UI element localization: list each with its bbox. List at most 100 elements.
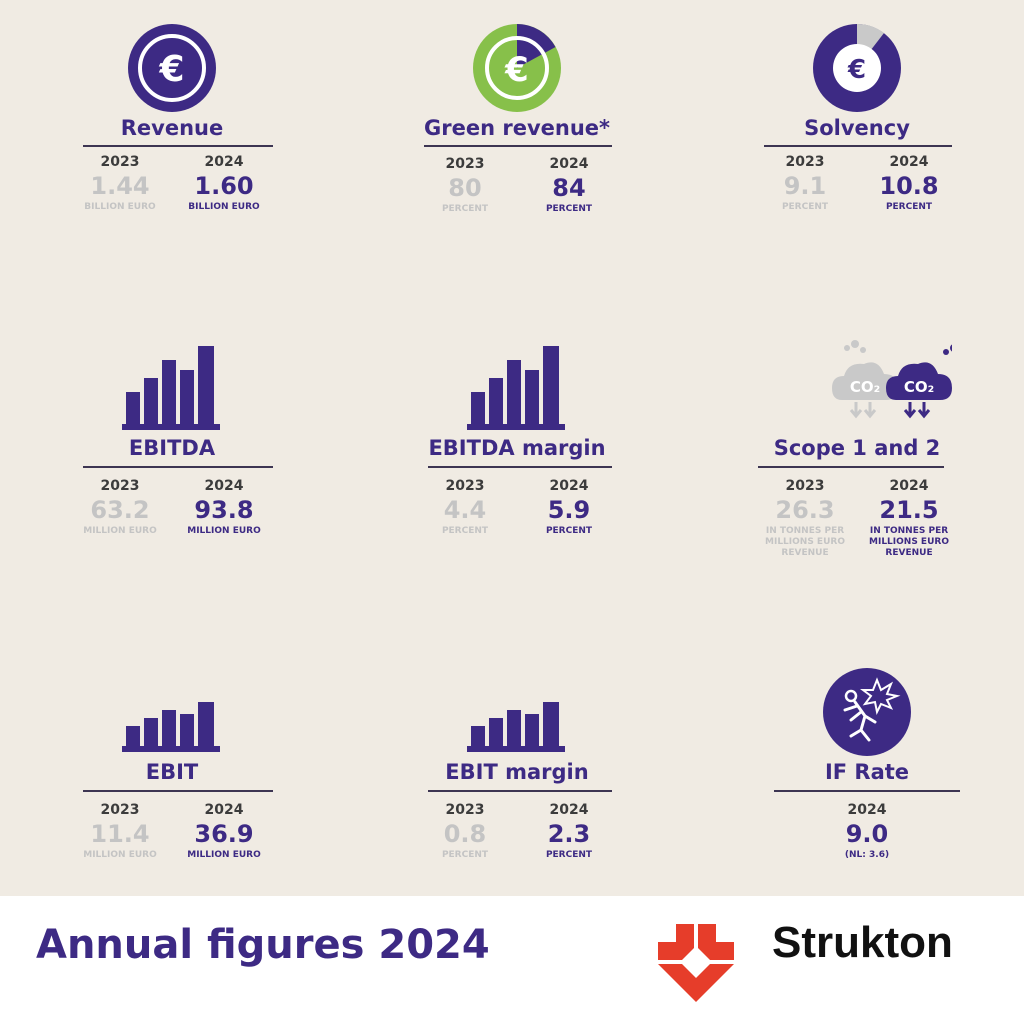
- co2-cloud-2023-icon: CO₂: [832, 340, 898, 419]
- svg-text:€: €: [504, 50, 529, 90]
- divider: [83, 145, 273, 147]
- unit-2023: PERCENT: [441, 850, 489, 860]
- value-2023: 9.1: [783, 172, 827, 200]
- year-label: 2023: [785, 154, 825, 170]
- column-2023: 2023 1.44 BILLION EURO: [68, 154, 172, 213]
- unit-2024: PERCENT: [885, 202, 933, 212]
- page-title: Annual figures 2024: [36, 922, 490, 968]
- divider: [83, 790, 273, 792]
- value-2024: 10.8: [879, 172, 939, 200]
- bar-chart-icon: [122, 702, 220, 752]
- metric-title: EBITDA margin: [428, 436, 606, 460]
- column-2023: 2023 0.8 PERCENT: [413, 802, 517, 861]
- bar-chart-icon: [122, 346, 220, 430]
- co2-cloud-2024-icon: CO₂: [886, 344, 952, 419]
- column-2024: 2024 10.8 PERCENT: [857, 154, 961, 213]
- year-label: 2024: [549, 802, 589, 818]
- value-2023: 11.4: [90, 820, 150, 848]
- value-2024: 9.0: [845, 820, 889, 848]
- co2-cloud-icon: CO₂ CO₂: [832, 340, 952, 419]
- unit-2024: IN TONNES PER MILLIONS EURO REVENUE: [869, 526, 949, 558]
- metric-ebit-margin: EBIT margin 2023 0.8 PERCENT 2024 2.3 PE…: [352, 700, 682, 960]
- metric-title: Revenue: [120, 116, 224, 140]
- injury-icon: [823, 668, 911, 756]
- metric-title: Green revenue*: [424, 116, 610, 140]
- value-2023: 4.4: [443, 496, 487, 524]
- value-2024: 84: [552, 174, 586, 202]
- values-row: 2023 26.3 IN TONNES PER MILLIONS EURO RE…: [692, 478, 1022, 559]
- metric-revenue: € Revenue 2023 1.44 BILLION EURO 2024 1.…: [7, 20, 337, 280]
- column-2024: 2024 21.5 IN TONNES PER MILLIONS EURO RE…: [857, 478, 961, 559]
- unit-2024: PERCENT: [545, 850, 593, 860]
- svg-text:CO₂: CO₂: [904, 378, 934, 396]
- year-label: 2024: [889, 478, 929, 494]
- metric-ebitda-margin: EBITDA margin 2023 4.4 PERCENT 2024 5.9 …: [352, 344, 682, 604]
- metric-title: Solvency: [804, 116, 910, 140]
- year-label: 2023: [445, 478, 485, 494]
- unit-2024: MILLION EURO: [187, 526, 261, 536]
- bar-chart-icon: [467, 346, 565, 430]
- unit-2023: PERCENT: [441, 526, 489, 536]
- year-label: 2024: [847, 802, 887, 818]
- value-2024: 21.5: [879, 496, 939, 524]
- year-label: 2023: [100, 802, 140, 818]
- column-2024: 2024 2.3 PERCENT: [517, 802, 621, 861]
- column-2024: 2024 93.8 MILLION EURO: [172, 478, 276, 537]
- bar-chart-icon: [467, 702, 565, 752]
- column-2024: 2024 9.0 (NL: 3.6): [815, 802, 919, 861]
- values-row: 2023 0.8 PERCENT 2024 2.3 PERCENT: [352, 802, 682, 861]
- year-label: 2024: [549, 478, 589, 494]
- divider: [758, 466, 944, 468]
- value-2023: 80: [448, 174, 482, 202]
- column-2023: 2023 11.4 MILLION EURO: [68, 802, 172, 861]
- year-label: 2024: [889, 154, 929, 170]
- values-row: 2023 1.44 BILLION EURO 2024 1.60 BILLION…: [7, 154, 337, 213]
- unit-2024: MILLION EURO: [187, 850, 261, 860]
- svg-text:CO₂: CO₂: [850, 378, 880, 396]
- unit-2024: BILLION EURO: [188, 202, 260, 212]
- unit-2023: PERCENT: [781, 202, 829, 212]
- divider: [774, 790, 960, 792]
- year-label: 2024: [204, 802, 244, 818]
- values-row: 2023 4.4 PERCENT 2024 5.9 PERCENT: [352, 478, 682, 537]
- euro-green-icon: €: [473, 24, 561, 112]
- value-2024: 2.3: [547, 820, 591, 848]
- figures-panel: € Revenue 2023 1.44 BILLION EURO 2024 1.…: [0, 0, 1024, 896]
- value-2024: 5.9: [547, 496, 591, 524]
- metric-title: EBIT: [145, 760, 199, 784]
- column-2023: 2023 9.1 PERCENT: [753, 154, 857, 213]
- year-label: 2023: [785, 478, 825, 494]
- metric-ebit: EBIT 2023 11.4 MILLION EURO 2024 36.9 MI…: [7, 700, 337, 960]
- unit-2024: PERCENT: [545, 526, 593, 536]
- column-2023: 2023 26.3 IN TONNES PER MILLIONS EURO RE…: [753, 478, 857, 559]
- value-2023: 0.8: [443, 820, 487, 848]
- strukton-logo-icon: [658, 924, 734, 1002]
- unit-2023: MILLION EURO: [83, 850, 157, 860]
- metric-green-revenue: € Green revenue* 2023 80 PERCENT 2024 84…: [352, 20, 682, 280]
- divider: [424, 145, 612, 147]
- values-row: 2023 80 PERCENT 2024 84 PERCENT: [352, 156, 682, 215]
- svg-text:€: €: [847, 55, 866, 85]
- column-2023: 2023 80 PERCENT: [413, 156, 517, 215]
- metric-title: Scope 1 and 2: [773, 436, 941, 460]
- column-2024: 2024 1.60 BILLION EURO: [172, 154, 276, 213]
- metric-ebitda: EBITDA 2023 63.2 MILLION EURO 2024 93.8 …: [7, 344, 337, 604]
- unit-2024: (NL: 3.6): [844, 850, 890, 860]
- year-label: 2023: [445, 156, 485, 172]
- year-label: 2023: [100, 478, 140, 494]
- brand-name: Strukton: [772, 918, 953, 967]
- value-2023: 63.2: [90, 496, 150, 524]
- value-2023: 1.44: [90, 172, 150, 200]
- year-label: 2024: [204, 154, 244, 170]
- year-label: 2023: [100, 154, 140, 170]
- metric-title: EBIT margin: [445, 760, 589, 784]
- metric-title: IF Rate: [824, 760, 910, 784]
- value-2024: 36.9: [194, 820, 254, 848]
- column-2024: 2024 36.9 MILLION EURO: [172, 802, 276, 861]
- value-2024: 93.8: [194, 496, 254, 524]
- column-2024: 2024 5.9 PERCENT: [517, 478, 621, 537]
- unit-2024: PERCENT: [545, 204, 593, 214]
- column-2024: 2024 84 PERCENT: [517, 156, 621, 215]
- unit-2023: BILLION EURO: [84, 202, 156, 212]
- divider: [764, 145, 952, 147]
